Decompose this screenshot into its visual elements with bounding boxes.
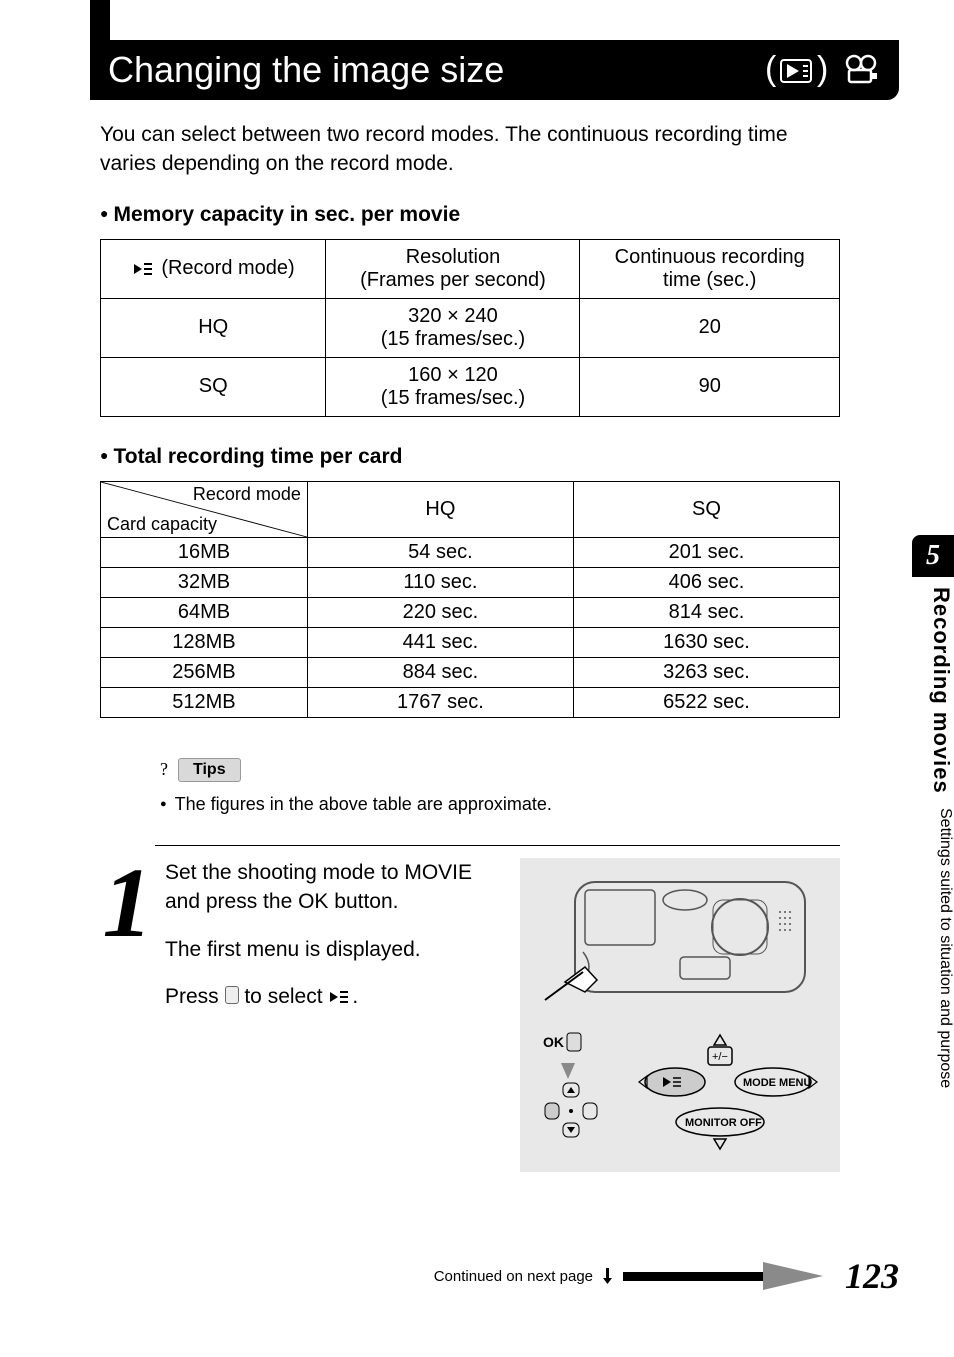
step-line-3: Press to select .	[165, 982, 504, 1011]
monitor-off-label: MONITOR OFF	[685, 1117, 762, 1129]
diag-record-mode: Record mode	[193, 484, 301, 505]
table-header-row: Record mode Card capacity HQ SQ	[101, 481, 840, 537]
continued-marker-icon	[603, 1268, 613, 1284]
cell-res: 320 × 240 (15 frames/sec.)	[326, 298, 580, 357]
header-icon-group: ( )	[765, 50, 899, 90]
diag-card-capacity: Card capacity	[107, 514, 217, 535]
page-footer: Continued on next page 123	[100, 1255, 899, 1297]
table-row: 64MB220 sec.814 sec.	[101, 597, 840, 627]
record-mode-icon	[132, 260, 156, 278]
continued-text: Continued on next page	[434, 1268, 593, 1285]
time-sec-label: time (sec.)	[663, 269, 756, 291]
table-row: SQ 160 × 120 (15 frames/sec.) 90	[101, 357, 840, 416]
cell-time: 20	[580, 298, 840, 357]
diag-header-cell: Record mode Card capacity	[101, 481, 308, 537]
page-number: 123	[845, 1255, 899, 1297]
col-resolution: Resolution (Frames per second)	[326, 239, 580, 298]
camera-body-icon	[535, 872, 825, 1022]
page-corner-tab	[90, 0, 110, 40]
table-row: 32MB110 sec.406 sec.	[101, 567, 840, 597]
step-separator	[155, 845, 840, 846]
continuous-label: Continuous recording	[615, 246, 805, 268]
record-mode-header-icon: ( )	[765, 50, 835, 90]
side-tab: 5 Recording movies Settings suited to si…	[912, 535, 954, 1088]
col-sq: SQ	[573, 481, 839, 537]
recording-time-table: Record mode Card capacity HQ SQ 16MB54 s…	[100, 481, 840, 718]
soft-button-icon	[225, 986, 239, 1004]
chapter-number: 5	[912, 535, 954, 577]
intro-paragraph: You can select between two record modes.…	[100, 120, 840, 179]
cell-mode: SQ	[101, 357, 326, 416]
section1-heading: Memory capacity in sec. per movie	[100, 203, 840, 227]
svg-text:(: (	[765, 50, 777, 88]
step-line-1: Set the shooting mode to MOVIE and press…	[165, 858, 504, 917]
col-hq: HQ	[307, 481, 573, 537]
fps-label: (Frames per second)	[360, 269, 546, 291]
cell-mode: HQ	[101, 298, 326, 357]
step-line-2: The first menu is displayed.	[165, 935, 504, 964]
table-row: 256MB884 sec.3263 sec.	[101, 657, 840, 687]
mode-menu-label: MODE MENU	[743, 1077, 812, 1089]
table-row: 128MB441 sec.1630 sec.	[101, 627, 840, 657]
menu-diagram-icon: OK +/−	[535, 1027, 825, 1157]
tips-text: The figures in the above table are appro…	[160, 794, 840, 815]
svg-text:): )	[817, 50, 828, 88]
table-header-row: (Record mode) Resolution (Frames per sec…	[101, 239, 840, 298]
footer-bar	[623, 1272, 773, 1281]
table-row: 512MB1767 sec.6522 sec.	[101, 687, 840, 717]
question-icon: ?	[160, 759, 168, 780]
step-body: Set the shooting mode to MOVIE and press…	[165, 858, 504, 1030]
table-row: HQ 320 × 240 (15 frames/sec.) 20	[101, 298, 840, 357]
tips-heading: ? Tips	[160, 758, 840, 782]
svg-text:OK: OK	[543, 1034, 564, 1050]
section2-heading: Total recording time per card	[100, 445, 840, 469]
main-content: You can select between two record modes.…	[100, 120, 840, 1172]
step-1: 1 Set the shooting mode to MOVIE and pre…	[100, 858, 840, 1172]
movie-header-icon	[843, 54, 879, 86]
page-title: Changing the image size	[108, 49, 765, 91]
memory-capacity-table: (Record mode) Resolution (Frames per sec…	[100, 239, 840, 417]
col-continuous: Continuous recording time (sec.)	[580, 239, 840, 298]
side-section-title: Recording movies	[912, 577, 954, 794]
col-record-mode: (Record mode)	[101, 239, 326, 298]
tips-label: Tips	[178, 758, 241, 782]
record-mode-icon	[328, 988, 352, 1006]
page-header: Changing the image size ( )	[90, 40, 899, 100]
camera-illustration: OK +/−	[520, 858, 840, 1172]
cell-res: 160 × 120 (15 frames/sec.)	[326, 357, 580, 416]
svg-text:+/−: +/−	[712, 1051, 728, 1063]
col-record-mode-label: (Record mode)	[156, 257, 295, 279]
resolution-label: Resolution	[406, 246, 501, 268]
side-sub-title: Settings suited to situation and purpose	[912, 794, 954, 1088]
footer-arrow-icon	[763, 1262, 823, 1290]
table-row: 16MB54 sec.201 sec.	[101, 537, 840, 567]
step-number: 1	[100, 863, 155, 943]
cell-time: 90	[580, 357, 840, 416]
